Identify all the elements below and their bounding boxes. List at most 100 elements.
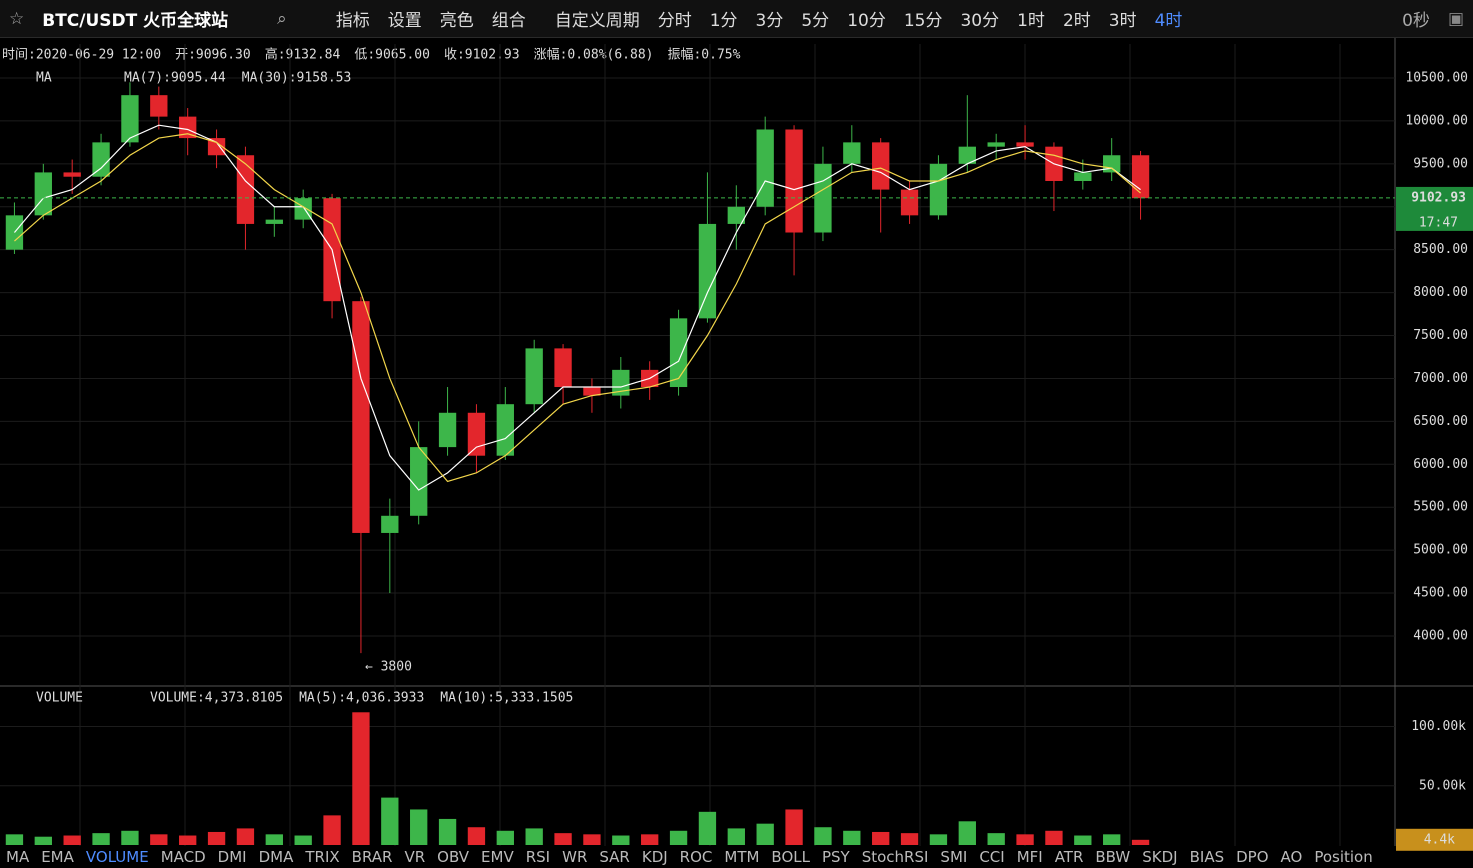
candle-body <box>150 95 168 117</box>
last-price-box <box>1396 186 1473 231</box>
period[interactable]: 30分 <box>960 11 1000 31</box>
indicator-tab[interactable]: BOLL <box>771 848 810 866</box>
indicator-tab[interactable]: RSI <box>525 848 551 866</box>
candle-body <box>872 142 890 190</box>
custom-period[interactable]: 自定义周期 <box>554 11 640 31</box>
bar-countdown: 17:47 <box>1419 215 1458 230</box>
indicator-tab[interactable]: WR <box>562 848 588 866</box>
volume-last-label: 4.4k <box>1424 832 1455 847</box>
candle-body <box>1131 155 1150 199</box>
indicator-tab[interactable]: MA <box>6 848 30 866</box>
volume-bar <box>323 815 341 845</box>
period[interactable]: 15分 <box>903 11 943 31</box>
volume-bar <box>34 836 52 845</box>
period[interactable]: 3分 <box>755 11 784 31</box>
volume-bar <box>987 833 1005 845</box>
indicator-tab[interactable]: VOLUME <box>85 848 149 866</box>
info-change-label: 涨幅: <box>534 48 568 63</box>
y-tick-label: 7500.00 <box>1413 328 1468 343</box>
volume-bar <box>727 828 745 845</box>
candle-body <box>554 348 572 388</box>
volume-bar <box>1131 839 1150 845</box>
candle-body <box>843 142 861 164</box>
y-tick-label: 9500.00 <box>1413 156 1468 171</box>
volume-legend-title: VOLUME <box>36 691 83 706</box>
indicator-tab[interactable]: OBV <box>437 848 470 866</box>
info-low: 低:9065.00 <box>354 48 430 63</box>
y-tick-label: 8500.00 <box>1413 242 1468 257</box>
volume-bar <box>756 823 774 845</box>
indicator-tab[interactable]: VR <box>404 848 426 866</box>
volume-bar <box>381 797 399 845</box>
indicator-tab[interactable]: BIAS <box>1189 848 1225 866</box>
indicator-tab[interactable]: DMA <box>258 848 294 866</box>
period[interactable]: 10分 <box>847 11 886 31</box>
indicator-tab[interactable]: EMV <box>481 848 514 866</box>
volume-bar <box>929 834 948 845</box>
period[interactable]: 1时 <box>1017 11 1045 31</box>
last-price-label: 9102.93 <box>1411 190 1466 205</box>
menu-item[interactable]: 指标 <box>335 11 370 31</box>
indicator-tab[interactable]: MTM <box>724 848 760 866</box>
period[interactable]: 4时 <box>1154 11 1183 31</box>
candle-body <box>929 163 948 216</box>
camera-icon[interactable]: ▣ <box>1447 8 1464 29</box>
info-time: 时间:2020-06-29 12:00 <box>2 48 161 63</box>
indicator-tab[interactable]: StochRSI <box>861 848 929 866</box>
period[interactable]: 1分 <box>709 11 738 31</box>
period[interactable]: 分时 <box>657 11 692 31</box>
volume-bar <box>265 834 283 845</box>
indicator-tab[interactable]: Position <box>1314 848 1373 866</box>
indicator-tab[interactable]: MACD <box>160 848 206 866</box>
star-icon[interactable]: ☆ <box>9 8 25 29</box>
candle-body <box>1016 142 1034 147</box>
indicator-tab[interactable]: PSY <box>821 848 850 866</box>
candle-body <box>265 219 283 224</box>
indicator-tab[interactable]: ROC <box>679 848 713 866</box>
y-tick-label: 7000.00 <box>1413 371 1468 386</box>
y-tick-label: 5500.00 <box>1413 500 1468 515</box>
indicator-tab[interactable]: EMA <box>41 848 74 866</box>
volume-bar <box>843 830 861 845</box>
indicator-tab[interactable]: TRIX <box>305 848 340 866</box>
volume-bar <box>410 809 428 845</box>
candle-body <box>900 189 919 216</box>
candle-body <box>756 129 774 207</box>
menu-item[interactable]: 亮色 <box>439 11 474 31</box>
indicator-tab[interactable]: BRAR <box>351 848 393 866</box>
countdown: 0秒 <box>1402 11 1430 31</box>
volume-bar <box>958 821 976 845</box>
period[interactable]: 2时 <box>1062 11 1091 31</box>
volume-bar <box>1074 835 1092 845</box>
period[interactable]: 5分 <box>801 11 830 31</box>
candle-body <box>785 129 803 233</box>
volume-bar <box>63 835 81 845</box>
legend-entry: MA(30):9158.53 <box>242 71 352 86</box>
volume-bar <box>236 828 255 845</box>
period[interactable]: 3时 <box>1108 11 1137 31</box>
search-icon[interactable]: ⌕ <box>277 8 287 29</box>
candle-body <box>987 142 1005 147</box>
indicator-tab[interactable]: BBW <box>1095 848 1131 866</box>
indicator-tab[interactable]: DPO <box>1236 848 1269 866</box>
volume-bar <box>5 834 24 845</box>
indicator-tab[interactable]: KDJ <box>641 848 668 866</box>
volume-bar <box>554 833 572 845</box>
info-change: 0.08%(6.88) <box>567 48 653 63</box>
candle-body <box>438 412 457 448</box>
indicator-tab[interactable]: ATR <box>1054 848 1084 866</box>
menu-item[interactable]: 组合 <box>491 11 526 31</box>
indicator-tab[interactable]: SMI <box>940 848 968 866</box>
indicator-tab[interactable]: MFI <box>1016 848 1043 866</box>
volume-bar <box>438 818 457 845</box>
symbol[interactable]: BTC/USDT 火币全球站 <box>42 11 229 31</box>
indicator-tab[interactable]: AO <box>1280 848 1303 866</box>
indicator-tab[interactable]: SAR <box>599 848 630 866</box>
menu-item[interactable]: 设置 <box>387 11 422 31</box>
indicator-tab[interactable]: CCI <box>979 848 1005 866</box>
candle-body <box>525 348 543 405</box>
indicator-tab[interactable]: SKDJ <box>1142 848 1178 866</box>
candle-body <box>669 318 688 388</box>
indicator-tab[interactable]: DMI <box>217 848 247 866</box>
candle-body <box>381 515 399 533</box>
